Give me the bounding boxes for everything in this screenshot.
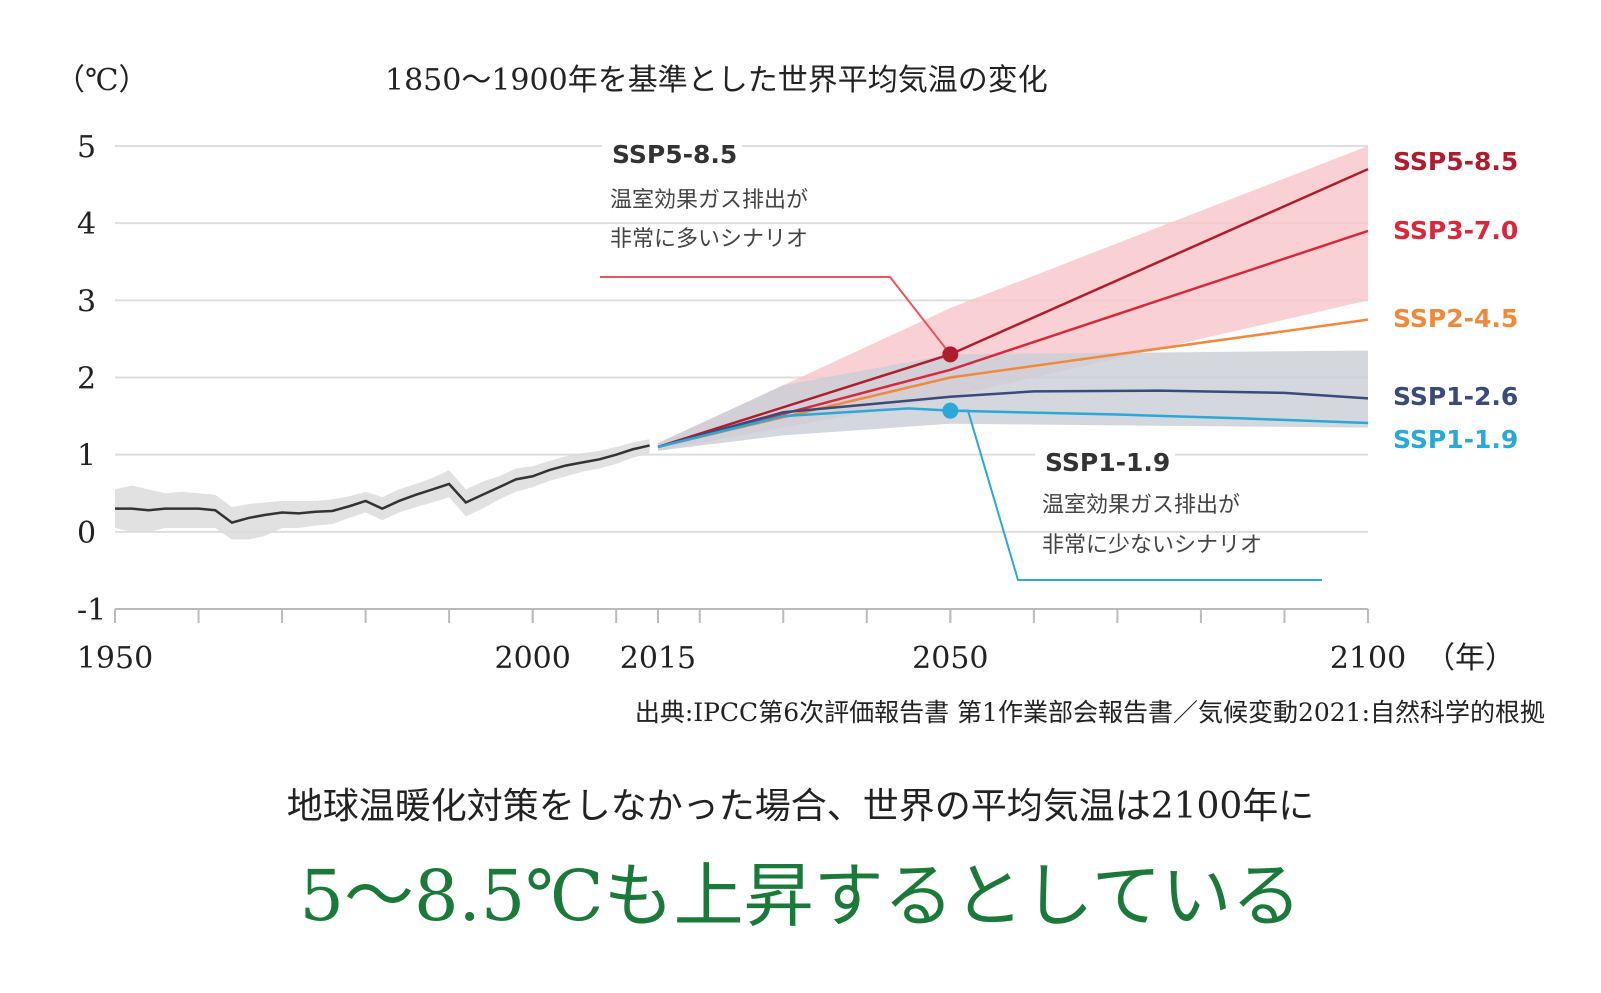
annotation-desc-ssp5: 非常に多いシナリオ [610, 227, 808, 252]
source-citation: 出典:IPCC第6次評価報告書 第1作業部会報告書／気候変動2021:自然科学的… [634, 698, 1545, 727]
series-label-ssp2-4-5: SSP2-4.5 [1393, 304, 1518, 333]
annotation-leader-ssp1 [950, 409, 1322, 581]
annotation-desc-ssp1: 非常に少ないシナリオ [1042, 533, 1262, 558]
annotation-point-ssp5 [942, 346, 959, 363]
y-tick-label: 1 [77, 439, 96, 474]
y-tick-label: 2 [77, 362, 96, 397]
band-ssp5-8-5 [657, 146, 1368, 451]
annotation-leader-ssp5 [600, 276, 952, 355]
headline: 地球温暖化対策をしなかった場合、世界の平均気温は2100年に [286, 786, 1315, 827]
y-tick-label: 4 [77, 207, 96, 242]
annotation-title-bg [1035, 443, 1175, 479]
y-axis-label: （℃） [55, 63, 149, 98]
series-line-ssp1-2-6 [657, 389, 1369, 449]
x-tick-label: 2050 [912, 641, 988, 676]
series-label-ssp1-2-6: SSP1-2.6 [1393, 382, 1518, 411]
y-tick-label: -1 [77, 593, 106, 628]
chart-title: 1850〜1900年を基準とした世界平均気温の変化 [385, 63, 1048, 98]
axes: -1 0 1 2 3 4 5 1950 2000 2015 2050 2100 [77, 130, 1406, 676]
x-tick-label: 2100 [1330, 641, 1406, 676]
band-ssp1-1-9 [657, 350, 1368, 451]
annotation-title-ssp1: SSP1-1.9 [1045, 448, 1170, 477]
historical-band [115, 439, 650, 540]
chart-text: （℃） 1850〜1900年を基準とした世界平均気温の変化 （年） [55, 63, 1515, 676]
x-axis-label: （年） [1425, 641, 1515, 676]
y-tick-label: 3 [77, 284, 96, 319]
annotations: SSP5-8.5温室効果ガス排出が非常に多いシナリオSSP1-1.9温室効果ガス… [600, 135, 1322, 581]
emphasis-text: 5〜8.5℃も上昇するとしている [299, 855, 1302, 937]
uncertainty-bands [115, 146, 1368, 540]
series-label-ssp5-8-5: SSP5-8.5 [1393, 147, 1518, 176]
annotation-desc-ssp1: 温室効果ガス排出が [1042, 493, 1240, 518]
y-tick-label: 0 [77, 516, 96, 551]
x-tick-label: 2000 [494, 641, 570, 676]
annotation-title-bg [602, 135, 742, 173]
series-label-ssp3-7-0: SSP3-7.0 [1393, 216, 1518, 245]
annotation-title-ssp5: SSP5-8.5 [612, 140, 737, 169]
x-tick-label: 1950 [77, 641, 153, 676]
annotation-desc-ssp5: 温室効果ガス排出が [610, 188, 808, 213]
historical-line [115, 444, 650, 524]
x-tick-label: 2015 [620, 641, 696, 676]
series-label-ssp1-1-9: SSP1-1.9 [1393, 425, 1518, 454]
y-tick-label: 5 [77, 130, 96, 165]
annotation-point-ssp1 [942, 402, 959, 419]
